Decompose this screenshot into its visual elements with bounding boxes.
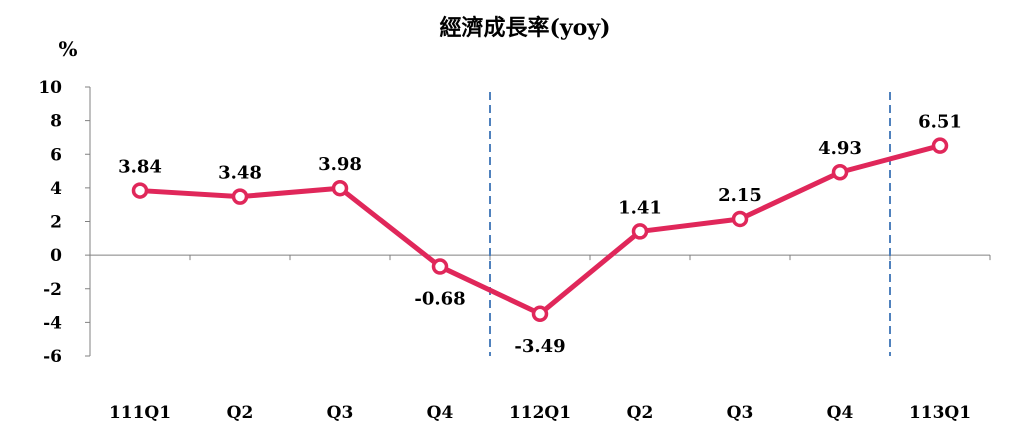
y-tick-label: 2	[50, 213, 62, 233]
x-tick-label: Q3	[327, 403, 354, 423]
series-group	[131, 137, 949, 323]
x-tick-label: Q2	[627, 403, 654, 423]
data-label: 4.93	[818, 138, 862, 159]
x-tick-label: 111Q1	[109, 403, 171, 423]
y-tick-label: -4	[43, 313, 62, 333]
data-label: -3.49	[514, 336, 565, 357]
data-point	[731, 210, 749, 228]
data-label: 1.41	[618, 197, 662, 218]
x-tick-label: Q3	[727, 403, 754, 423]
data-point	[331, 179, 349, 197]
data-point	[631, 223, 649, 240]
y-tick-label: -6	[43, 347, 62, 367]
x-tick-label: Q2	[227, 403, 254, 423]
data-label: 6.51	[918, 112, 962, 133]
year-dividers	[489, 92, 891, 356]
data-label: 3.48	[218, 163, 262, 184]
data-point	[831, 163, 849, 181]
chart-title: 經濟成長率(yoy)	[439, 15, 610, 41]
y-tick-label: 6	[50, 145, 62, 165]
data-point	[931, 137, 949, 154]
y-tick-label: 10	[38, 78, 62, 98]
data-label: 3.98	[318, 154, 362, 175]
y-tick-label: -2	[43, 280, 62, 300]
y-axis-unit: %	[58, 37, 77, 61]
data-label: 2.15	[718, 185, 762, 206]
y-tick-label: 0	[50, 246, 62, 266]
x-tick-label: Q4	[827, 403, 854, 423]
data-point	[531, 305, 549, 323]
axes: 10 8 6 4 2 0 -2 -4 -6 111Q1 Q2 Q3 Q4 112Q1 Q2 Q3 Q4 113Q1	[38, 78, 991, 423]
data-label: 3.84	[118, 157, 162, 178]
x-tick-label: 112Q1	[509, 403, 571, 423]
data-point	[431, 258, 449, 275]
data-label: -0.68	[414, 289, 465, 310]
data-labels: 3.84 3.48 3.98 -0.68 -3.49 1.41 2.15 4.93 6.51	[118, 112, 962, 357]
y-tick-label: 4	[50, 179, 62, 199]
data-point	[231, 188, 249, 205]
x-tick-label: Q4	[427, 403, 454, 423]
y-tick-label: 8	[50, 112, 62, 132]
data-point	[131, 182, 149, 199]
x-tick-label: 113Q1	[909, 403, 971, 423]
